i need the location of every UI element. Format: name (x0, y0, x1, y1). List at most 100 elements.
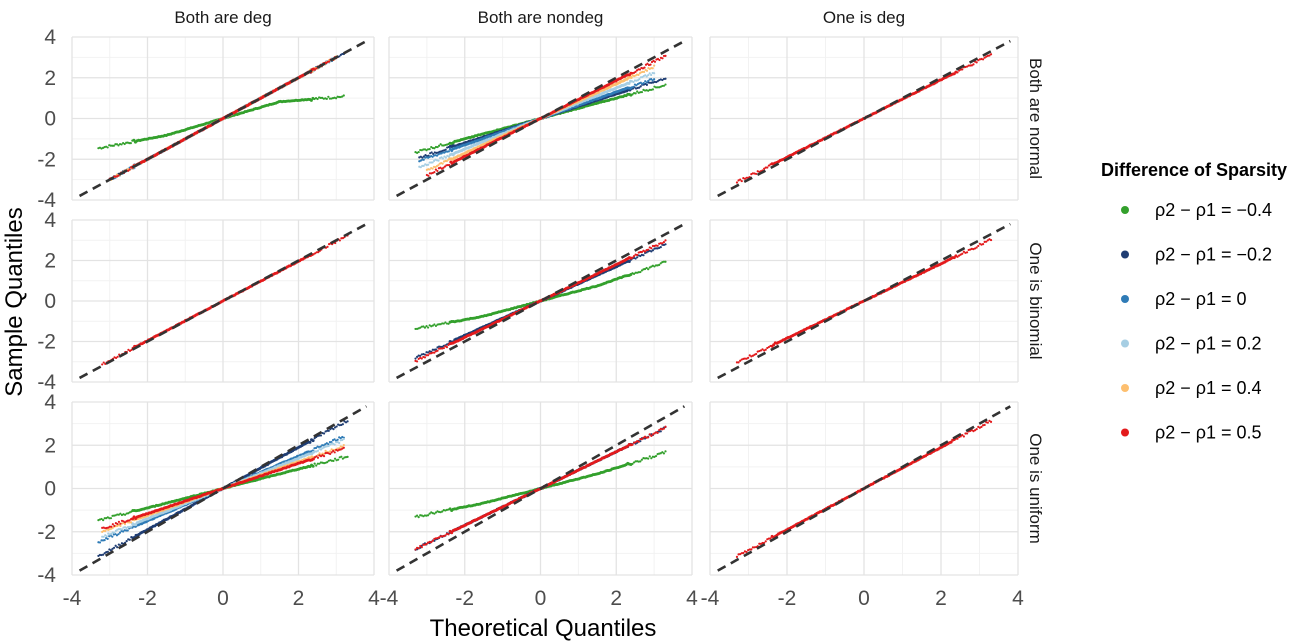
y-tick-label: -4 (37, 371, 56, 394)
data-point (444, 156, 447, 159)
column-strip-label: Both are deg (174, 8, 271, 27)
data-point (311, 464, 315, 468)
data-point (101, 363, 104, 366)
x-tick-label: -2 (455, 587, 474, 610)
x-tick-label: -4 (63, 587, 82, 610)
data-point (434, 145, 438, 149)
data-point (338, 441, 341, 445)
data-point (659, 430, 662, 433)
data-point (106, 550, 109, 553)
data-point (983, 240, 986, 243)
data-point (106, 146, 109, 149)
data-point (425, 325, 428, 328)
data-point (422, 164, 425, 167)
data-point (962, 250, 965, 253)
data-point (341, 423, 344, 426)
data-point (661, 451, 664, 454)
data-point (434, 348, 438, 351)
data-point (434, 324, 438, 328)
data-point (658, 429, 661, 432)
data-point (638, 86, 641, 89)
data-point (113, 531, 116, 534)
data-point (634, 92, 637, 95)
data-point (342, 437, 345, 441)
data-point (119, 524, 122, 527)
data-point (653, 265, 656, 268)
data-point (311, 457, 315, 461)
data-point (647, 436, 650, 439)
data-point (639, 91, 642, 94)
data-point (340, 455, 343, 458)
data-point (972, 430, 975, 433)
data-point (648, 81, 652, 84)
data-point (308, 440, 312, 444)
legend-key (1121, 206, 1129, 214)
data-point (740, 552, 743, 555)
data-point (103, 517, 106, 520)
data-point (639, 250, 642, 254)
data-point (441, 535, 444, 538)
data-point (114, 529, 117, 532)
data-point (653, 78, 656, 81)
data-point (334, 97, 338, 100)
data-point (632, 255, 636, 258)
data-point (328, 60, 331, 63)
data-point (983, 423, 986, 427)
data-point (319, 434, 323, 437)
x-tick-label: -2 (138, 587, 157, 610)
data-point (645, 69, 649, 72)
data-point (988, 54, 991, 57)
x-tick-label: 0 (535, 587, 547, 610)
data-point (643, 435, 647, 438)
data-point (751, 172, 755, 175)
data-point (442, 346, 445, 350)
data-point (102, 361, 105, 364)
data-point (441, 157, 445, 160)
facet-panel-r1-c2 (709, 219, 1019, 383)
data-point (432, 159, 436, 162)
data-point (648, 433, 651, 436)
facet-panel-r2-c2 (709, 401, 1019, 576)
x-tick-label: 0 (858, 587, 870, 610)
data-point (426, 351, 430, 354)
data-point (651, 88, 655, 91)
series-group-r1-c1 (395, 222, 686, 380)
data-point (311, 439, 315, 443)
data-point (426, 326, 430, 329)
y-tick-label: 0 (44, 108, 56, 131)
y-tick-label: 0 (44, 290, 56, 313)
data-point (123, 142, 126, 146)
data-point (98, 541, 102, 544)
legend-label: ρ2 − ρ1 = 0.4 (1155, 378, 1262, 398)
data-point (114, 356, 118, 360)
data-point (119, 512, 122, 515)
data-point (437, 159, 440, 162)
data-point (335, 425, 338, 428)
data-point (653, 72, 656, 75)
data-point (342, 443, 345, 447)
data-point (983, 56, 986, 59)
data-point (422, 543, 425, 546)
row-strip-label: One is binomial (1026, 242, 1045, 359)
facet-panel-r1-c0 (71, 219, 375, 383)
legend-key (1121, 250, 1129, 259)
data-point (647, 248, 650, 251)
data-point (105, 535, 108, 538)
data-point (761, 348, 764, 351)
data-point (631, 256, 634, 259)
data-point (109, 517, 113, 520)
data-point (651, 455, 655, 458)
reference-line (395, 39, 686, 198)
data-point (735, 555, 739, 558)
data-point (346, 420, 349, 423)
data-point (650, 434, 653, 437)
data-point (117, 174, 120, 177)
data-point (647, 268, 650, 271)
data-point (739, 359, 742, 362)
data-point (419, 354, 422, 357)
data-point (634, 70, 637, 73)
data-point (129, 521, 133, 524)
data-point (313, 450, 317, 453)
data-point (333, 457, 337, 460)
data-point (328, 441, 332, 444)
